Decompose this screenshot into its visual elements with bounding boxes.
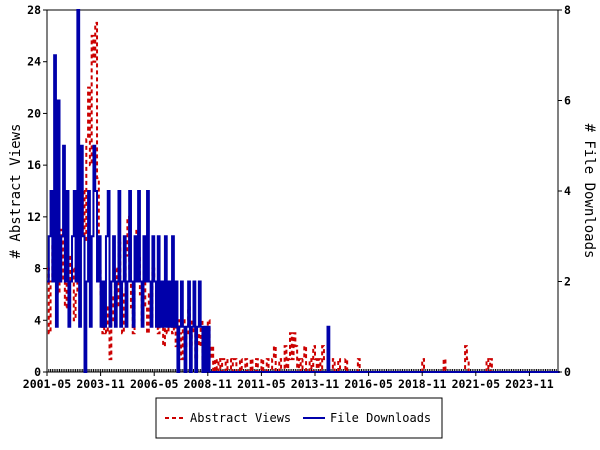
legend-label-abstract-views: Abstract Views (190, 411, 291, 425)
legend-label-file-downloads: File Downloads (330, 411, 431, 425)
left-y-tick-label: 4 (34, 313, 41, 327)
right-y-tick-label: 4 (564, 184, 571, 198)
x-tick-label: 2003-11 (76, 377, 125, 391)
left-y-tick-label: 0 (34, 365, 41, 379)
x-tick-label: 2013-11 (291, 377, 340, 391)
right-y-tick-label: 6 (564, 94, 571, 108)
x-axis: 2001-05 2003-11 2006-05 2008-11 2011-05 2013-… (23, 372, 554, 391)
x-tick-label: 2008-11 (184, 377, 233, 391)
right-axis-title: # File Downloads (581, 124, 597, 259)
right-y-tick-label: 8 (564, 3, 571, 17)
x-tick-label: 2006-05 (130, 377, 179, 391)
left-y-tick-label: 12 (27, 210, 41, 224)
left-y-tick-label: 24 (27, 55, 41, 69)
left-axis-title: # Abstract Views (8, 124, 24, 259)
x-tick-label: 2023-11 (505, 377, 554, 391)
x-tick-label: 2016-05 (344, 377, 393, 391)
left-y-tick-label: 16 (27, 158, 41, 172)
right-y-axis: 0 2 4 6 8 (558, 3, 571, 379)
left-y-tick-label: 28 (27, 3, 41, 17)
left-y-tick-label: 20 (27, 106, 41, 120)
x-tick-label: 2011-05 (237, 377, 286, 391)
series-line-file-downloads (47, 9, 560, 373)
left-y-tick-label: 8 (34, 262, 41, 276)
legend-box (155, 397, 443, 439)
x-tick-label: 2021-05 (452, 377, 501, 391)
left-y-axis: 0 4 8 12 16 20 24 28 (27, 3, 47, 379)
right-y-tick-label: 0 (564, 365, 571, 379)
plot-area (46, 9, 560, 373)
series-layer (47, 9, 560, 373)
right-y-tick-label: 2 (564, 275, 571, 289)
x-tick-label: 2001-05 (23, 377, 72, 391)
legend: Abstract Views File Downloads (155, 397, 443, 439)
plot-frame (46, 9, 559, 373)
x-tick-label: 2018-11 (398, 377, 447, 391)
